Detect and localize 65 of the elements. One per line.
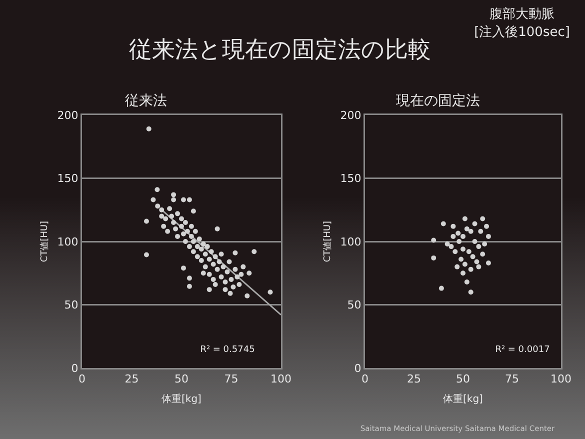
x-tick-label: 75 xyxy=(224,372,238,386)
point xyxy=(478,228,484,234)
chart-title: 従来法 xyxy=(125,93,167,110)
point xyxy=(468,290,474,295)
y-tick-label: 100 xyxy=(340,235,362,248)
point xyxy=(472,239,478,244)
point xyxy=(456,230,461,236)
point xyxy=(460,270,466,276)
point xyxy=(468,228,474,234)
x-tick-label: 75 xyxy=(505,372,519,386)
y-tick-label: 200 xyxy=(340,108,362,122)
x-tick-label: 50 xyxy=(174,372,188,386)
point xyxy=(484,224,490,229)
point xyxy=(444,242,450,247)
text: 従来法と現在の固定法の比較 xyxy=(129,37,431,63)
point xyxy=(480,216,486,222)
point xyxy=(486,260,491,266)
x-tick-label: 50 xyxy=(456,372,470,386)
point xyxy=(464,279,470,284)
point xyxy=(460,234,466,239)
point xyxy=(458,256,464,262)
y-tick-label: 150 xyxy=(340,172,362,186)
point xyxy=(452,249,458,254)
point xyxy=(476,244,482,250)
point xyxy=(438,286,444,291)
y-tick-label: 50 xyxy=(64,298,78,312)
x-tick-label: 25 xyxy=(124,372,139,386)
point xyxy=(464,226,470,232)
y-tick-label: 150 xyxy=(57,172,78,186)
point xyxy=(450,224,456,229)
chart-title: 現在の固定法 xyxy=(396,93,480,110)
point xyxy=(462,216,468,222)
point xyxy=(462,262,468,267)
x-axis-title: 体重[kg] xyxy=(162,392,202,405)
point xyxy=(431,238,436,243)
y-tick-label: 200 xyxy=(57,108,78,122)
text: 腹部大動脈 [注入後100sec] xyxy=(473,6,571,42)
point xyxy=(482,242,488,247)
x-axis-title: 体重[kg] xyxy=(443,392,484,405)
point xyxy=(456,239,462,244)
point xyxy=(486,234,491,239)
point xyxy=(450,234,456,239)
y-tick-label: 100 xyxy=(57,235,78,248)
point xyxy=(466,249,472,254)
point xyxy=(470,254,476,260)
point xyxy=(476,264,482,270)
point xyxy=(474,259,480,264)
point xyxy=(460,246,466,252)
x-tick-label: 100 xyxy=(270,372,292,386)
point xyxy=(431,255,436,260)
y-tick-label: 0 xyxy=(354,362,362,375)
y-axis-title: CT値[HU] xyxy=(38,220,50,262)
point xyxy=(440,221,446,226)
annotation: R² = 0.5745 xyxy=(199,345,256,355)
y-tick-label: 50 xyxy=(347,298,362,312)
point xyxy=(472,221,478,226)
annotation: R² = 0.0017 xyxy=(494,345,551,355)
point xyxy=(454,264,460,270)
x-tick-label: 100 xyxy=(550,372,572,386)
point xyxy=(468,266,474,272)
point xyxy=(448,244,454,250)
y-tick-label: 0 xyxy=(71,362,78,375)
y-axis-title: CT値[HU] xyxy=(322,220,333,262)
point xyxy=(480,252,486,257)
x-tick-label: 25 xyxy=(407,372,421,386)
